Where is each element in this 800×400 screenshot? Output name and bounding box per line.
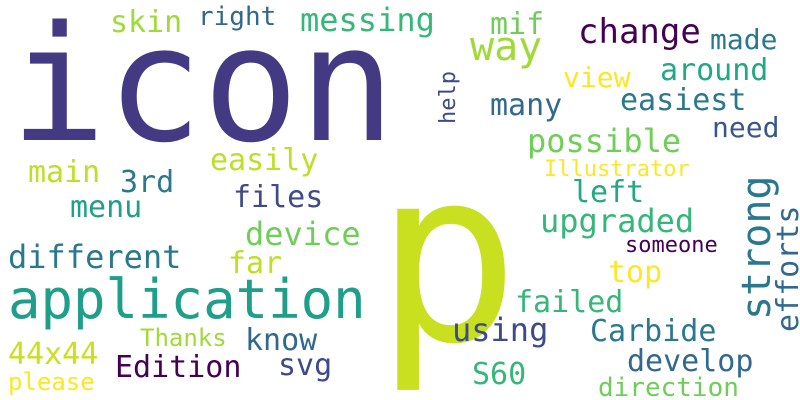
word-illustrator: Illustrator [544,157,690,182]
word-svg: svg [278,348,332,383]
word-direction: direction [598,373,739,400]
word-develop: develop [627,344,753,379]
word-different: different [8,238,181,276]
word-easily: easily [210,143,318,178]
word-need: need [712,111,779,144]
word-made: made [710,23,777,56]
word-s60: S60 [472,357,526,392]
word-upgraded: upgraded [540,202,694,240]
word-menu: menu [70,190,142,225]
word-know: know [245,323,318,358]
word-3rd: 3rd [120,165,174,200]
word-efforts: efforts [771,206,800,332]
word-far: far [228,246,282,281]
word-view: view [563,61,631,94]
word-messing: messing [300,1,435,39]
word-mif: mif [490,7,544,42]
word-main: main [28,155,100,190]
word-failed: failed [515,285,623,320]
word-left: left [572,175,644,210]
word-around: around [660,53,768,88]
word-carbide: Carbide [590,314,716,349]
word-top: top [608,255,662,290]
word-application: application [8,268,366,331]
word-help: help [436,71,461,124]
word-icon: icon [10,0,395,178]
word-device: device [245,215,361,253]
word-thanks: Thanks [140,324,227,352]
word-right: right [198,2,276,32]
word-strong: strong [734,176,780,321]
word-p: p [375,117,520,397]
word-easiest: easiest [620,83,746,118]
word-edition: Edition [115,350,241,385]
word-possible: possible [527,122,681,160]
word-files: files [233,180,323,215]
word-skin: skin [110,5,182,40]
word-way: way [470,24,542,70]
word-44x44: 44x44 [8,337,98,372]
word-please: please [8,368,95,396]
word-using: using [452,311,548,349]
word-many: many [490,88,562,123]
word-change: change [578,12,701,52]
word-someone: someone [625,233,718,258]
